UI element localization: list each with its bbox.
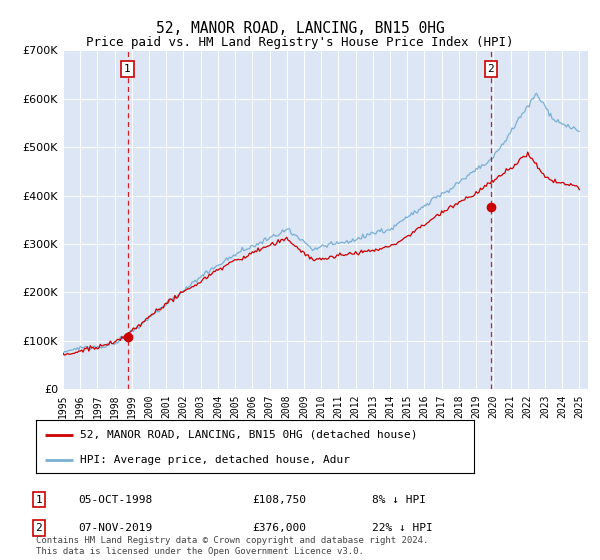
Text: 22% ↓ HPI: 22% ↓ HPI bbox=[372, 523, 433, 533]
Text: £376,000: £376,000 bbox=[252, 523, 306, 533]
Text: 52, MANOR ROAD, LANCING, BN15 0HG (detached house): 52, MANOR ROAD, LANCING, BN15 0HG (detac… bbox=[80, 430, 418, 440]
Text: 2: 2 bbox=[35, 523, 43, 533]
Text: 1: 1 bbox=[124, 64, 131, 74]
Text: 52, MANOR ROAD, LANCING, BN15 0HG: 52, MANOR ROAD, LANCING, BN15 0HG bbox=[155, 21, 445, 36]
Text: 07-NOV-2019: 07-NOV-2019 bbox=[78, 523, 152, 533]
Text: £108,750: £108,750 bbox=[252, 494, 306, 505]
Text: 1: 1 bbox=[35, 494, 43, 505]
Text: 8% ↓ HPI: 8% ↓ HPI bbox=[372, 494, 426, 505]
Text: Price paid vs. HM Land Registry's House Price Index (HPI): Price paid vs. HM Land Registry's House … bbox=[86, 36, 514, 49]
Text: 05-OCT-1998: 05-OCT-1998 bbox=[78, 494, 152, 505]
Text: Contains HM Land Registry data © Crown copyright and database right 2024.
This d: Contains HM Land Registry data © Crown c… bbox=[36, 536, 428, 556]
Text: HPI: Average price, detached house, Adur: HPI: Average price, detached house, Adur bbox=[80, 455, 350, 465]
Text: 2: 2 bbox=[487, 64, 494, 74]
